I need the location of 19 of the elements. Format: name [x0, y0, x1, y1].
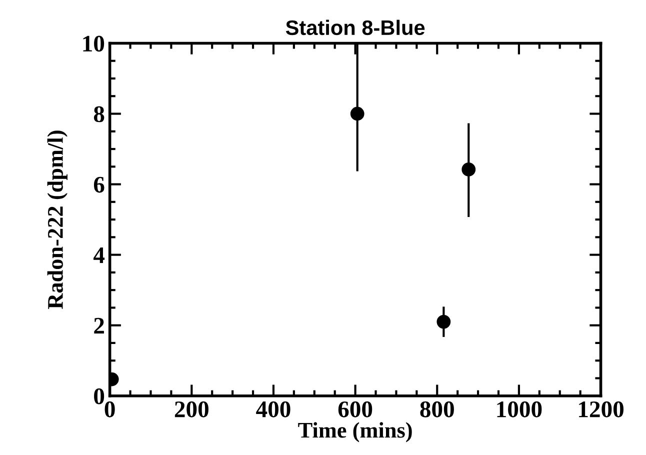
x-tick-label: 600: [338, 401, 372, 418]
point: [350, 106, 364, 121]
point: [462, 162, 476, 176]
y-axis-title: Radon-222 (dpm/l): [47, 130, 68, 309]
y-tick-label: 8: [94, 106, 104, 122]
y-tick-label: 6: [94, 176, 104, 193]
x-tick-label: 200: [174, 401, 208, 418]
y-tick-label: 4: [93, 247, 105, 263]
x-tick-label: 400: [256, 401, 290, 418]
y-tick-label: 2: [94, 318, 104, 334]
point: [436, 314, 451, 329]
x-tick-label: 1200: [579, 401, 624, 418]
chart-title: Station 8-Blue: [286, 20, 425, 36]
x-tick-label: 800: [420, 401, 454, 418]
y-tick-label: 0: [94, 388, 104, 404]
x-tick-label: 1000: [497, 401, 542, 418]
y-tick-label: 10: [83, 36, 104, 52]
x-tick-label: 0: [104, 401, 115, 418]
x-axis-title: Time (mins): [298, 422, 412, 442]
